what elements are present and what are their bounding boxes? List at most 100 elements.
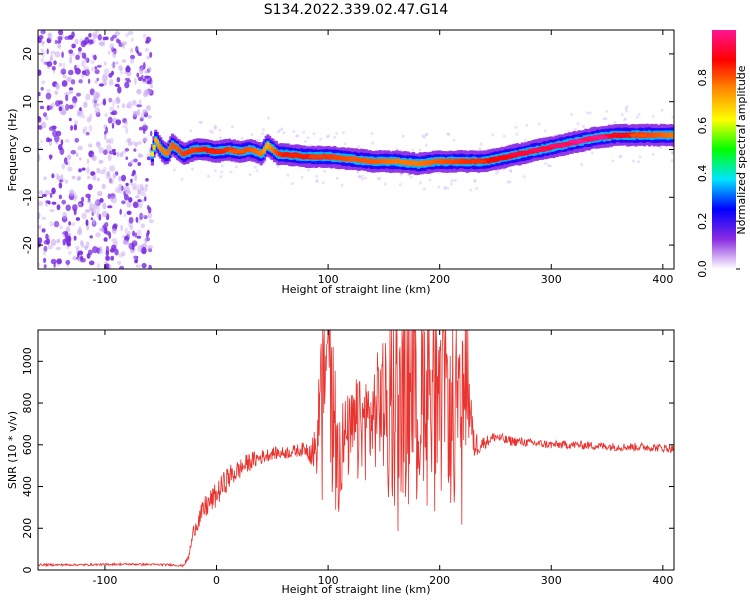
- heatmap-cell: [175, 146, 180, 152]
- heatmap-speckle: [116, 77, 121, 83]
- heatmap-speckle: [39, 105, 45, 110]
- heatmap-halo-speckle: [585, 111, 589, 115]
- heatmap-speckle: [68, 104, 74, 110]
- heatmap-cell: [279, 152, 283, 157]
- heatmap-speckle: [125, 127, 129, 134]
- heatmap-halo-speckle: [213, 124, 217, 128]
- heatmap-speckle: [61, 178, 65, 182]
- heatmap-cell: [329, 153, 334, 159]
- heatmap-speckle: [132, 255, 138, 261]
- heatmap-speckle: [43, 176, 47, 180]
- heatmap-halo-speckle: [635, 115, 639, 119]
- heatmap-speckle: [90, 59, 95, 65]
- heatmap-speckle: [73, 192, 77, 198]
- heatmap-speckle: [111, 62, 116, 68]
- heatmap-halo-speckle: [651, 152, 655, 156]
- heatmap-speckle: [81, 212, 87, 220]
- heatmap-halo-speckle: [422, 187, 426, 191]
- colorbar: 0.0 0.2 0.4 0.6 0.8 Normalized spectral ampl…: [696, 30, 748, 278]
- heatmap-cell: [416, 161, 421, 166]
- heatmap-cell: [304, 154, 308, 159]
- heatmap-speckle: [135, 195, 140, 199]
- heatmap-cell: [273, 149, 277, 154]
- heatmap-speckle: [106, 170, 111, 178]
- heatmap-speckle: [123, 186, 130, 193]
- heatmap-halo-speckle: [219, 175, 223, 179]
- heatmap-cell: [509, 154, 513, 159]
- heatmap-speckle: [102, 202, 107, 210]
- x-tick-label: 0: [213, 574, 220, 587]
- heatmap-speckle: [53, 60, 57, 65]
- heatmap-speckle: [41, 50, 46, 58]
- heatmap-halo-speckle: [443, 185, 447, 189]
- heatmap-speckle: [142, 78, 147, 83]
- heatmap-speckle: [104, 61, 107, 66]
- heatmap-halo-speckle: [651, 114, 655, 118]
- heatmap-speckle: [38, 212, 41, 220]
- heatmap-halo-speckle: [206, 174, 210, 178]
- heatmap-speckle: [70, 79, 76, 85]
- colorbar-gradient: [712, 30, 736, 269]
- heatmap-cell: [396, 158, 400, 164]
- heatmap-speckle: [50, 50, 56, 55]
- y-tick-label: 800: [21, 393, 34, 414]
- heatmap-speckle: [132, 186, 138, 191]
- heatmap-speckle: [64, 91, 70, 97]
- heatmap-speckle: [46, 61, 53, 67]
- heatmap-speckle: [100, 40, 106, 48]
- heatmap-cell: [346, 156, 350, 161]
- heatmap-halo-speckle: [494, 171, 498, 175]
- heatmap-cell: [373, 159, 377, 165]
- heatmap-cell: [227, 147, 231, 152]
- heatmap-speckle: [72, 96, 78, 104]
- heatmap-cell: [462, 158, 466, 164]
- heatmap-speckle: [140, 183, 144, 188]
- heatmap-halo-speckle: [570, 112, 574, 116]
- heatmap-halo-speckle: [262, 128, 266, 132]
- heatmap-speckle: [91, 32, 98, 37]
- heatmap-cell: [435, 159, 439, 164]
- heatmap-speckle: [51, 66, 56, 71]
- top-x-ticks: -100 0 100 200 300 400: [92, 30, 673, 286]
- heatmap-speckle: [92, 174, 97, 181]
- heatmap-speckle: [129, 181, 134, 187]
- heatmap-speckle: [137, 76, 143, 82]
- heatmap-cell: [334, 155, 339, 161]
- heatmap-speckle: [121, 235, 125, 239]
- heatmap-cell: [668, 132, 672, 138]
- heatmap-halo-speckle: [623, 118, 627, 122]
- heatmap-speckle: [81, 196, 85, 203]
- heatmap-speckle: [60, 139, 64, 146]
- heatmap-speckle: [94, 69, 100, 75]
- heatmap-cell: [284, 152, 288, 157]
- heatmap-halo-speckle: [306, 168, 310, 172]
- heatmap-cell: [455, 159, 459, 164]
- heatmap-speckle: [130, 47, 134, 54]
- heatmap-speckle: [111, 244, 117, 251]
- heatmap-halo-speckle: [478, 147, 482, 151]
- heatmap-speckle: [137, 52, 142, 57]
- heatmap-speckle: [145, 89, 152, 94]
- heatmap-halo-speckle: [509, 169, 513, 173]
- heatmap-speckle: [138, 99, 142, 107]
- heatmap-cell: [390, 158, 394, 164]
- heatmap-halo-speckle: [214, 125, 218, 129]
- heatmap-cell: [411, 160, 416, 166]
- heatmap-cell: [283, 152, 287, 158]
- heatmap-speckle: [56, 204, 61, 211]
- heatmap-speckle: [146, 80, 152, 85]
- heatmap-speckle: [58, 106, 63, 112]
- heatmap-cell: [488, 157, 493, 163]
- heatmap-halo-speckle: [425, 132, 429, 136]
- heatmap-speckle: [40, 87, 44, 91]
- heatmap-speckle: [73, 124, 78, 131]
- heatmap-speckle: [128, 216, 134, 224]
- heatmap-speckle: [126, 65, 130, 70]
- heatmap-speckle: [107, 205, 113, 209]
- heatmap-speckle: [61, 163, 66, 170]
- heatmap-cell: [651, 132, 655, 138]
- y-tick-label: -20: [21, 236, 34, 254]
- heatmap-cell: [421, 161, 426, 166]
- heatmap-cell: [180, 151, 185, 157]
- heatmap-halo-speckle: [514, 125, 518, 129]
